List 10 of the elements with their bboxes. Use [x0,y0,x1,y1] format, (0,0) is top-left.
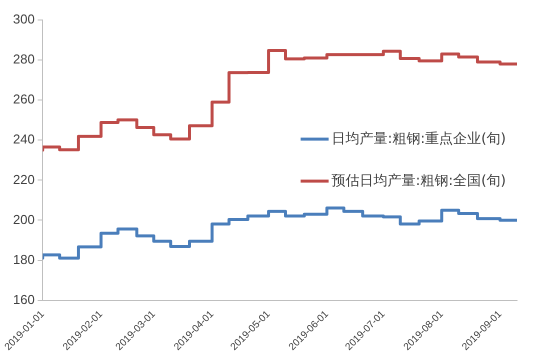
y-tick-label: 260 [12,92,35,107]
y-tick-label: 200 [12,212,35,227]
y-tick-label: 220 [12,172,35,187]
y-tick-label: 300 [12,12,35,27]
y-tick-label: 180 [12,252,35,267]
y-tick-label: 240 [12,132,35,147]
legend-label: 预估日均产量:粗钢:全国(旬) [332,172,506,189]
legend-label: 日均产量:粗钢:重点企业(旬) [332,130,506,147]
y-tick-label: 160 [12,292,35,307]
y-tick-label: 280 [12,52,35,67]
